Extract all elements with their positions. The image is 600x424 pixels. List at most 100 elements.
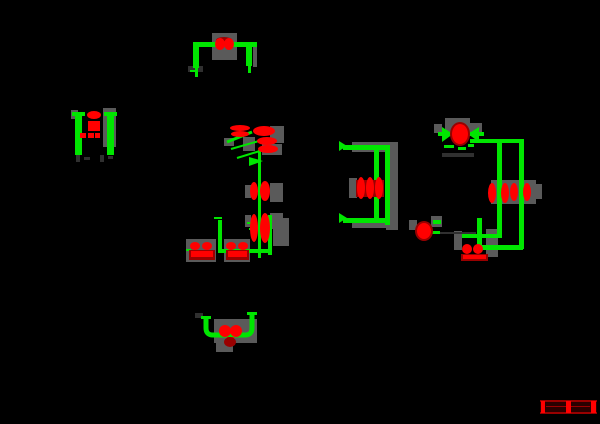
valve-marker: [230, 125, 250, 131]
pipe-segment: [230, 140, 260, 150]
pipe-segment: [497, 143, 502, 238]
valve-marker: [258, 145, 278, 153]
grip-block: [216, 343, 233, 352]
pipe-segment: [75, 114, 82, 155]
right-loop-unit[interactable]: [409, 118, 542, 261]
pipe-segment: [433, 220, 441, 224]
pipe-segment: [481, 245, 523, 250]
pipe-segment: [343, 218, 390, 223]
valve-marker: [224, 38, 234, 50]
faint-mark: [108, 156, 113, 159]
valve-marker: [523, 183, 531, 201]
pipe-segment: [519, 139, 524, 249]
pipe-segment: [385, 145, 390, 225]
valve-marker: [541, 401, 545, 413]
valve-marker: [231, 131, 249, 137]
left-manifold[interactable]: [71, 108, 117, 162]
pipe-segment: [247, 222, 252, 224]
valve-marker: [202, 242, 212, 250]
valve-marker: [257, 137, 277, 145]
top-loop-valve[interactable]: [188, 33, 257, 77]
valve-marker: [88, 121, 100, 131]
valve-marker: [452, 124, 468, 144]
valve-marker: [488, 183, 496, 203]
valve-marker: [566, 401, 571, 413]
center-riser[interactable]: [186, 125, 289, 262]
grip-block: [486, 229, 498, 257]
grip-block: [273, 218, 289, 246]
valve-marker: [190, 242, 200, 250]
valve-marker: [501, 183, 509, 203]
valve-marker: [80, 133, 86, 138]
faint-mark: [84, 157, 90, 160]
pipe-segment: [236, 149, 264, 159]
pipe-segment: [477, 218, 482, 248]
valve-marker: [226, 242, 236, 250]
pipe-segment: [214, 217, 222, 219]
pipe-segment: [470, 139, 524, 143]
valve-marker: [238, 242, 248, 250]
grip-block: [454, 231, 462, 250]
grip-block: [253, 43, 257, 67]
grip-block: [270, 183, 283, 202]
grip-block: [532, 184, 542, 199]
pipe-segment: [247, 312, 257, 315]
pipe-segment: [268, 215, 272, 255]
pipe-segment: [339, 141, 347, 151]
valve-marker: [250, 214, 258, 242]
pipe-segment: [468, 127, 479, 142]
pipe-segment: [218, 220, 222, 250]
pipe-segment: [430, 231, 440, 234]
pipe-segment: [190, 70, 195, 72]
right-bracket-valves[interactable]: [339, 141, 398, 230]
grip-block: [409, 220, 417, 230]
valve-marker: [473, 244, 483, 254]
pipe-segment: [468, 144, 474, 147]
bottom-u-valve[interactable]: [195, 312, 257, 352]
valve-marker: [95, 133, 100, 138]
valve-marker: [260, 213, 270, 243]
valve-marker: [357, 177, 365, 199]
pipe-segment: [458, 147, 466, 150]
valve-marker: [230, 325, 242, 337]
title-block: [540, 400, 597, 414]
faint-mark: [100, 155, 104, 162]
pipe-segment: [339, 213, 347, 223]
pipe-segment: [442, 127, 453, 142]
valve-marker: [228, 251, 247, 257]
pipe-segment: [193, 42, 199, 68]
valve-marker: [219, 325, 231, 337]
grip-block: [245, 215, 251, 227]
faint-mark: [442, 153, 474, 157]
valve-marker: [417, 223, 431, 239]
faint-mark: [76, 155, 80, 162]
valve-marker: [591, 401, 596, 413]
valve-marker: [510, 183, 518, 201]
valve-marker: [260, 181, 270, 201]
valve-marker: [215, 38, 225, 50]
grip-block: [434, 124, 442, 133]
faint-mark: [195, 313, 203, 318]
pipe-segment: [201, 316, 211, 319]
pipe-segment: [444, 145, 454, 148]
valve-marker: [250, 182, 258, 200]
pipe-segment: [258, 150, 261, 258]
valve-marker: [366, 177, 374, 199]
valve-marker: [87, 111, 101, 119]
pipe-segment: [343, 145, 390, 150]
pipe-segment: [107, 114, 114, 155]
valve-marker: [253, 126, 275, 136]
pipe-segment: [195, 68, 198, 77]
valve-marker: [191, 251, 213, 257]
pipe-segment: [186, 249, 191, 251]
pipe-segment: [249, 157, 263, 166]
grip-block: [470, 123, 482, 133]
grip-block: [349, 178, 357, 198]
valve-marker: [462, 244, 472, 254]
faint-mark: [440, 232, 476, 234]
grip-block: [245, 185, 251, 198]
valve-marker-dim: [224, 337, 236, 347]
valve-marker: [375, 177, 383, 199]
